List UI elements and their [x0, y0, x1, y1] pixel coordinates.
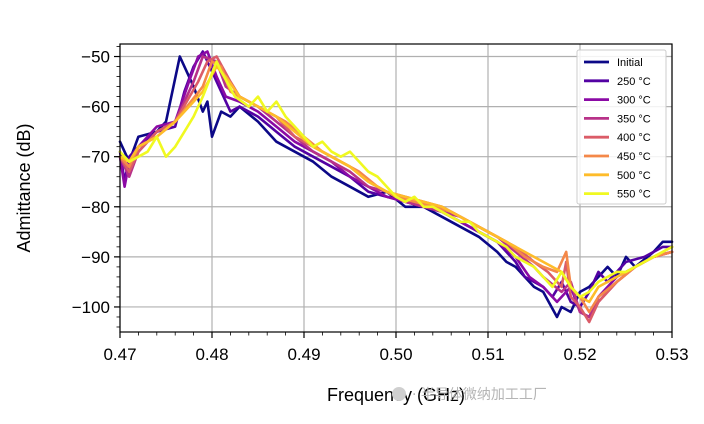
legend-label: 350 °C [617, 113, 651, 125]
x-tick-label: 0.51 [471, 345, 504, 364]
legend-label: 400 °C [617, 132, 651, 144]
series-lines [118, 50, 674, 324]
series-line [118, 60, 674, 299]
x-tick-label: 0.53 [655, 345, 688, 364]
x-tick-label: 0.49 [287, 345, 320, 364]
legend-label: 250 °C [617, 76, 651, 88]
legend-label: 550 °C [617, 189, 651, 201]
y-tick-label: −90 [81, 248, 110, 267]
legend-box [576, 49, 667, 205]
y-tick-label: −60 [81, 98, 110, 117]
legend: Initial 250 °C 300 °C 350 °C 400 °C 450 °C 500… [576, 49, 667, 205]
y-tick-label: −100 [72, 298, 110, 317]
wechat-icon [392, 387, 406, 401]
x-tick-label: 0.47 [103, 345, 136, 364]
watermark-text: · 半导体微纳加工工厂 [412, 387, 547, 403]
x-tick-label: 0.52 [563, 345, 596, 364]
legend-label: 500 °C [617, 170, 651, 182]
legend-label: 300 °C [617, 95, 651, 107]
y-tick-label: −80 [81, 198, 110, 217]
y-tick-label: −50 [81, 48, 110, 67]
y-tick-label: −70 [81, 148, 110, 167]
legend-label: 450 °C [617, 151, 651, 163]
series-line [118, 60, 674, 314]
legend-label: Initial [617, 57, 643, 69]
series-line [118, 55, 674, 319]
y-axis-label: Admittance (dB) [14, 123, 34, 252]
axis-ticks: 0.47 0.48 0.49 0.50 0.51 0.52 0.53 −100 −90 −80 −7… [72, 46, 689, 364]
watermark: · 半导体微纳加工工厂 [392, 384, 547, 404]
x-tick-label: 0.50 [379, 345, 412, 364]
x-tick-label: 0.48 [195, 345, 228, 364]
